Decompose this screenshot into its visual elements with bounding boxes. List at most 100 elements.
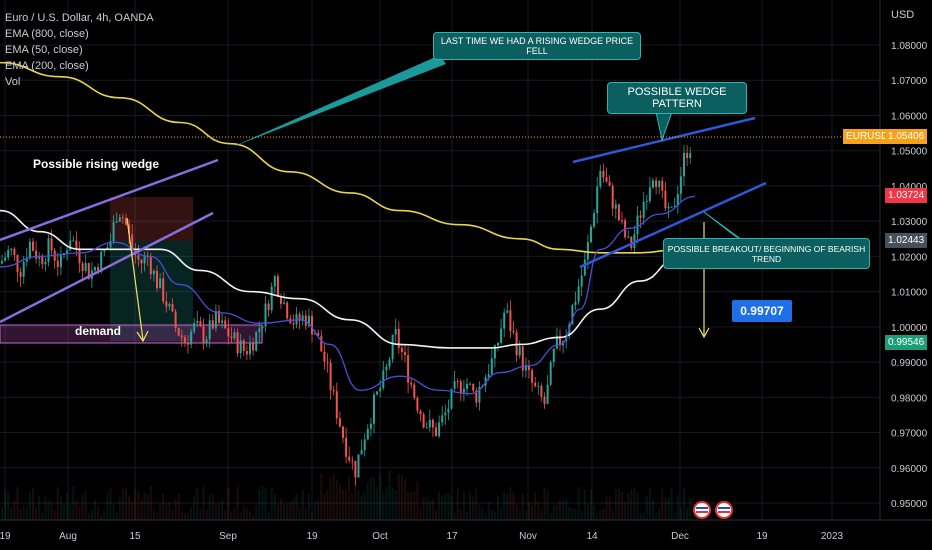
candle-body xyxy=(469,383,472,385)
us-flag-icon-2 xyxy=(715,501,733,519)
candle-body xyxy=(332,389,335,392)
volume-bar xyxy=(332,473,335,520)
candle-body xyxy=(329,362,332,390)
volume-bar xyxy=(614,489,617,520)
candle-body xyxy=(314,332,317,335)
economic-event-icons[interactable] xyxy=(693,501,733,519)
x-tick-label: 19 xyxy=(0,531,11,542)
volume-bar xyxy=(227,488,230,520)
candle-body xyxy=(531,370,534,383)
candle-body xyxy=(608,181,611,186)
volume-bar xyxy=(224,510,227,520)
candle-body xyxy=(143,256,146,264)
candle-body xyxy=(509,310,512,332)
candle-body xyxy=(56,260,59,268)
y-tick-label: 0.99000 xyxy=(891,358,928,369)
candle-body xyxy=(679,176,682,194)
volume-bar xyxy=(307,493,310,520)
candle-body xyxy=(689,153,692,159)
volume-bar xyxy=(388,470,391,520)
candle-body xyxy=(676,193,679,206)
candle-body xyxy=(106,247,109,250)
indicator-ema800[interactable]: EMA (800, close) xyxy=(5,28,89,40)
candle-body xyxy=(97,267,100,272)
volume-bar xyxy=(664,497,667,520)
volume-bar xyxy=(441,495,444,520)
volume-bar xyxy=(143,492,146,520)
symbol-tag: EURUSD xyxy=(843,129,892,145)
candle-body xyxy=(652,180,654,188)
volume-bar xyxy=(329,476,332,520)
candle-body xyxy=(121,217,124,219)
candle-body xyxy=(338,418,341,427)
volume-bar xyxy=(301,489,304,520)
volume-bar xyxy=(270,487,273,520)
candle-body xyxy=(586,242,589,260)
volume-bar xyxy=(289,502,292,520)
candle-body xyxy=(400,347,403,353)
volume-bar xyxy=(140,498,143,520)
volume-bar xyxy=(137,490,140,520)
candle-body xyxy=(47,238,50,262)
time-axis[interactable]: 19 Aug 15 Sep 19 Oct 17 Nov 14 Dec 19 2023 xyxy=(0,519,932,542)
ema-200-line xyxy=(0,209,696,349)
volume-bar xyxy=(264,488,267,520)
volume-bar xyxy=(187,513,189,520)
candle-body xyxy=(218,310,220,323)
candle-body xyxy=(583,259,586,276)
candle-body xyxy=(630,236,633,248)
label-demand: demand xyxy=(75,324,122,338)
indicator-ema200[interactable]: EMA (200, close) xyxy=(5,60,89,72)
candle-body xyxy=(292,323,295,325)
indicator-ema50[interactable]: EMA (50, close) xyxy=(5,44,83,56)
volume-bar xyxy=(165,502,168,520)
candle-body xyxy=(413,384,416,398)
volume-bar xyxy=(593,504,596,520)
candle-body xyxy=(233,332,236,339)
candle-body xyxy=(363,439,366,451)
candle-body xyxy=(258,328,261,332)
candle-body xyxy=(357,454,360,478)
volume-bar xyxy=(400,474,403,520)
volume-bar xyxy=(596,513,599,520)
volume-bar xyxy=(69,503,72,520)
wedge-lower-right xyxy=(579,181,767,269)
volume-bar xyxy=(478,504,481,520)
candles xyxy=(1,145,692,486)
indicator-vol[interactable]: Vol xyxy=(5,76,21,88)
y-tick-label: 0.96000 xyxy=(891,464,928,475)
wedge-upper-left xyxy=(0,158,219,242)
volume-bar xyxy=(639,513,642,520)
volume-bar xyxy=(190,507,193,520)
candle-body xyxy=(156,270,158,289)
currency-label: USD xyxy=(891,9,915,21)
price-axis[interactable]: 1.08000 1.07000 1.06000 1.05000 1.04000 1.030… xyxy=(879,0,928,520)
volume-bar xyxy=(540,509,543,520)
ema-50-line xyxy=(0,195,696,395)
volume-bar xyxy=(577,486,580,520)
symbol-title[interactable]: Euro / U.S. Dollar, 4h, OANDA xyxy=(5,12,154,24)
price-tag-3: 0.99546 xyxy=(885,335,928,351)
candle-body xyxy=(490,358,493,375)
candle-body xyxy=(555,335,558,349)
volume-bar xyxy=(379,474,382,520)
volume-bar xyxy=(106,492,109,520)
down-arrow-left-head xyxy=(136,330,149,343)
candle-body xyxy=(580,275,583,287)
candle-body xyxy=(196,321,199,324)
candle-body xyxy=(574,301,577,306)
candle-body xyxy=(202,326,205,344)
volume-bar xyxy=(689,498,692,520)
candle-body xyxy=(648,187,651,201)
candle-body xyxy=(373,394,375,424)
candle-body xyxy=(388,359,391,367)
candle-body xyxy=(109,241,112,248)
candle-body xyxy=(180,335,183,338)
volume-bar xyxy=(521,494,524,520)
volume-bar xyxy=(369,476,372,520)
volume-bar xyxy=(447,494,450,520)
volume-bar xyxy=(472,496,475,520)
candle-body xyxy=(354,460,357,478)
candle-body xyxy=(10,248,13,250)
